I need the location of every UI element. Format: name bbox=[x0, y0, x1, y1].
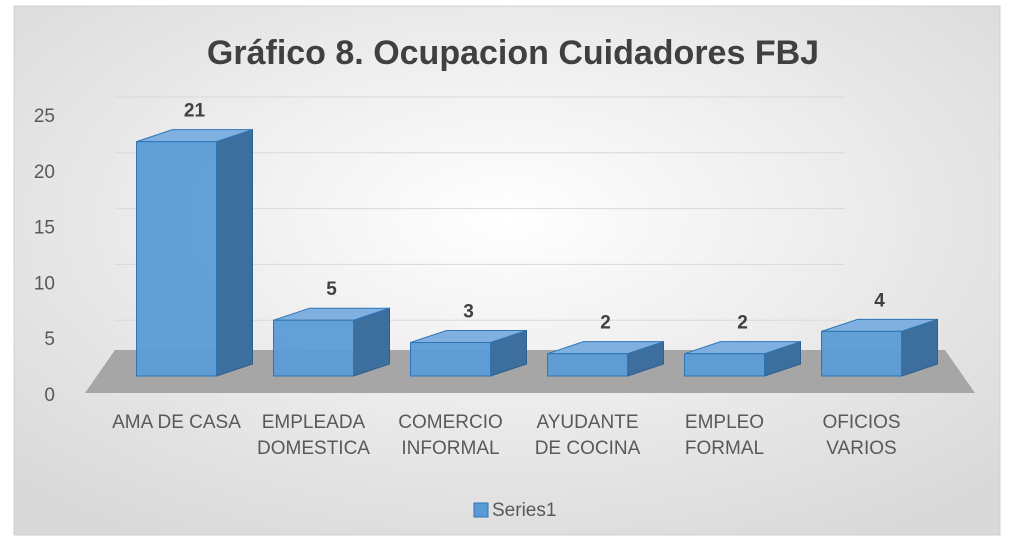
chart-title: Gráfico 8. Ocupacion Cuidadores FBJ bbox=[207, 34, 819, 72]
bar bbox=[821, 330, 902, 377]
bar bbox=[136, 141, 217, 377]
bar bbox=[684, 353, 765, 377]
data-label: 2 bbox=[600, 313, 611, 334]
y-tick-label: 10 bbox=[34, 273, 55, 294]
data-label: 3 bbox=[463, 302, 474, 323]
x-tick-label: AYUDANTE DE COCINA bbox=[534, 412, 641, 459]
x-tick-label: AMA DE CASA bbox=[112, 412, 241, 433]
x-tick-label: EMPLEO FORMAL bbox=[684, 412, 765, 459]
x-tick-label: OFICIOS VARIOS bbox=[822, 412, 901, 459]
data-label: 21 bbox=[184, 101, 206, 122]
data-label: 2 bbox=[737, 313, 748, 334]
y-tick-label: 20 bbox=[34, 162, 55, 183]
y-tick-label: 15 bbox=[34, 218, 55, 239]
bar bbox=[410, 342, 491, 377]
bar bbox=[547, 353, 628, 377]
data-label: 5 bbox=[326, 279, 337, 300]
legend-label: Series1 bbox=[492, 500, 556, 521]
data-label: 4 bbox=[874, 290, 885, 311]
y-tick-label: 0 bbox=[44, 385, 55, 406]
x-tick-label: COMERCIO INFORMAL bbox=[398, 412, 503, 459]
bar bbox=[273, 319, 354, 377]
y-tick-label: 5 bbox=[44, 329, 55, 350]
bar-side bbox=[216, 128, 253, 377]
y-tick-label: 25 bbox=[34, 106, 55, 127]
legend-swatch bbox=[473, 502, 489, 518]
x-tick-label: EMPLEADA DOMESTICA bbox=[257, 412, 370, 459]
